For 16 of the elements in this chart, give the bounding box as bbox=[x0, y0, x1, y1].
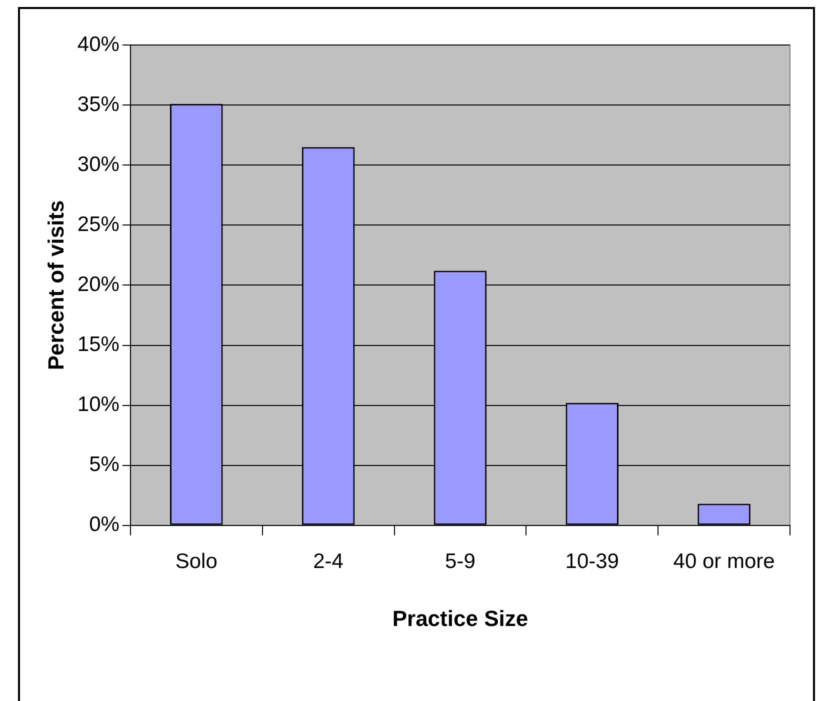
y-tick-label: 10% bbox=[77, 393, 120, 416]
x-axis-title: Practice Size bbox=[392, 606, 528, 631]
y-tick-label: 35% bbox=[77, 92, 120, 116]
y-tick-label: 5% bbox=[89, 453, 120, 476]
x-tick-label: 5-9 bbox=[445, 550, 476, 573]
y-tick-label: 30% bbox=[77, 152, 120, 176]
y-tick-label: 15% bbox=[77, 333, 120, 356]
y-tick-label: 20% bbox=[77, 272, 120, 296]
x-tick-label: Solo bbox=[175, 550, 218, 573]
y-tick-label: 40% bbox=[77, 32, 120, 56]
x-tick-label: 2-4 bbox=[313, 550, 344, 573]
x-tick-label: 10-39 bbox=[565, 550, 619, 573]
y-tick-label: 25% bbox=[77, 212, 120, 236]
x-tick-label: 40 or more bbox=[673, 550, 775, 573]
y-tick-label: 0% bbox=[89, 513, 120, 536]
y-axis-title: Percent of visits bbox=[43, 200, 68, 370]
